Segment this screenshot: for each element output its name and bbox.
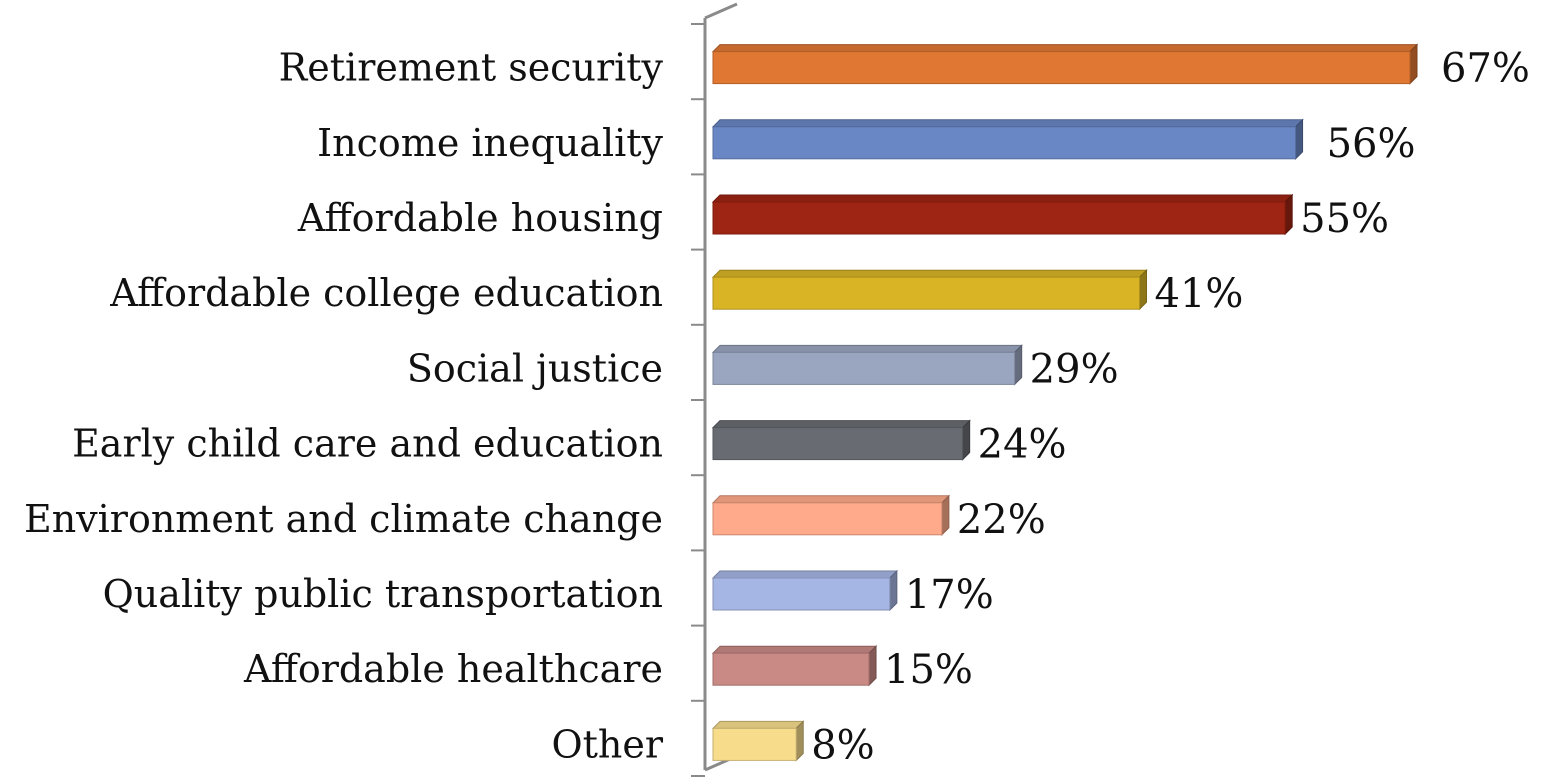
bar [712, 652, 870, 686]
bar-side-face [941, 494, 950, 537]
bar-group [711, 43, 1419, 85]
bar-group [711, 118, 1304, 161]
bars-layer [711, 43, 1419, 762]
category-label: Affordable college education [109, 271, 663, 315]
data-label: 22% [957, 497, 1046, 543]
bar-top-face [711, 645, 878, 654]
bar-side-face [962, 419, 971, 461]
bar [712, 276, 1141, 310]
bar-top-face [711, 269, 1148, 278]
category-label: Affordable housing [297, 196, 663, 240]
bar-side-face [1139, 268, 1148, 311]
bar [712, 427, 964, 461]
bar [712, 577, 891, 611]
bar-top-face [711, 44, 1419, 53]
bar [712, 51, 1411, 85]
data-label: 41% [1155, 271, 1244, 317]
data-label: 67% [1441, 46, 1530, 92]
bar-top-face [711, 720, 805, 729]
bar-side-face [889, 569, 898, 612]
category-label: Environment and climate change [24, 497, 663, 541]
bar-top-face [711, 344, 1023, 353]
bar-top-face [711, 570, 899, 579]
bar-group [711, 644, 878, 687]
bar-group [711, 419, 971, 461]
category-label: Early child care and education [72, 422, 663, 466]
bar [712, 126, 1297, 160]
bar-group [711, 494, 951, 537]
bar-group [711, 193, 1294, 236]
data-label: 8% [811, 722, 874, 768]
bar [712, 201, 1286, 235]
category-label: Other [551, 722, 663, 766]
bar-side-face [1284, 193, 1293, 236]
data-label: 24% [978, 422, 1067, 468]
bar [712, 351, 1016, 385]
category-label: Retirement security [279, 46, 664, 90]
bar-top-face [711, 119, 1304, 128]
bar-side-face [795, 720, 804, 762]
labels-layer: Retirement security 67% Income inequality 5… [24, 46, 1530, 769]
bar-side-face [1409, 43, 1418, 85]
category-label: Income inequality [317, 121, 663, 165]
bar-side-face [1295, 118, 1304, 161]
bar-group [711, 344, 1023, 386]
bar [712, 502, 943, 536]
category-label: Quality public transportation [103, 572, 663, 616]
bar-top-face [711, 495, 951, 504]
bar-side-face [1014, 344, 1023, 386]
bar-top-face [711, 420, 971, 429]
data-label: 17% [905, 572, 994, 618]
bar-side-face [868, 644, 877, 687]
data-label: 15% [884, 647, 973, 693]
data-label: 55% [1300, 196, 1389, 242]
bar-group [711, 720, 805, 762]
bar [712, 727, 797, 761]
category-label: Social justice [407, 346, 663, 390]
bar-group [711, 268, 1148, 311]
category-label: Affordable healthcare [243, 647, 663, 691]
axis-top-edge [704, 2, 738, 20]
data-label: 29% [1030, 346, 1119, 392]
data-label: 56% [1327, 121, 1416, 167]
bar-group [711, 569, 899, 612]
bar-top-face [711, 194, 1294, 203]
